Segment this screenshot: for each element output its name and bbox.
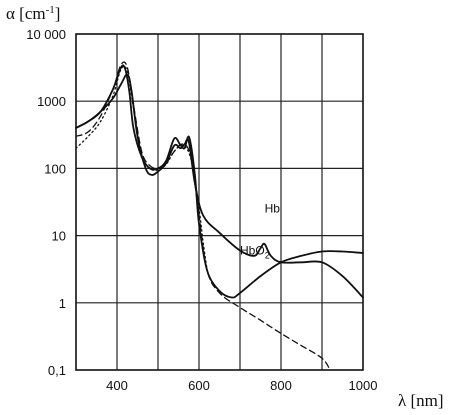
x-tick-label: 600 (188, 378, 210, 393)
y-tick-label: 10 (52, 229, 66, 244)
y-tick-label: 100 (44, 161, 66, 176)
x-tick-label: 400 (106, 378, 128, 393)
series-line-hb (75, 73, 364, 299)
x-axis-label: λ [nm] (398, 391, 444, 410)
y-axis-label: α [cm-1] (6, 4, 60, 23)
y-tick-label: 0,1 (48, 363, 66, 378)
y-tick-label: 10 000 (26, 27, 66, 42)
series-lines (75, 61, 364, 371)
series-line-dotted-3 (75, 65, 208, 272)
grid (75, 33, 364, 371)
y-tick-label: 1000 (37, 94, 66, 109)
tick-labels: 0,1 1 10 100 1000 10 000 400 600 800 1000 (26, 27, 377, 393)
y-tick-label: 1 (59, 296, 66, 311)
x-tick-label: 800 (270, 378, 292, 393)
plot-frame (75, 33, 364, 371)
x-tick-label: 1000 (349, 378, 378, 393)
series-annotations: Hb HbO2 (240, 202, 280, 261)
series-annotation-subscript: 2 (265, 251, 270, 261)
series-line-hbo2 (75, 64, 364, 299)
series-annotation: HbO2 (240, 244, 270, 261)
series-annotation: Hb (265, 202, 281, 216)
